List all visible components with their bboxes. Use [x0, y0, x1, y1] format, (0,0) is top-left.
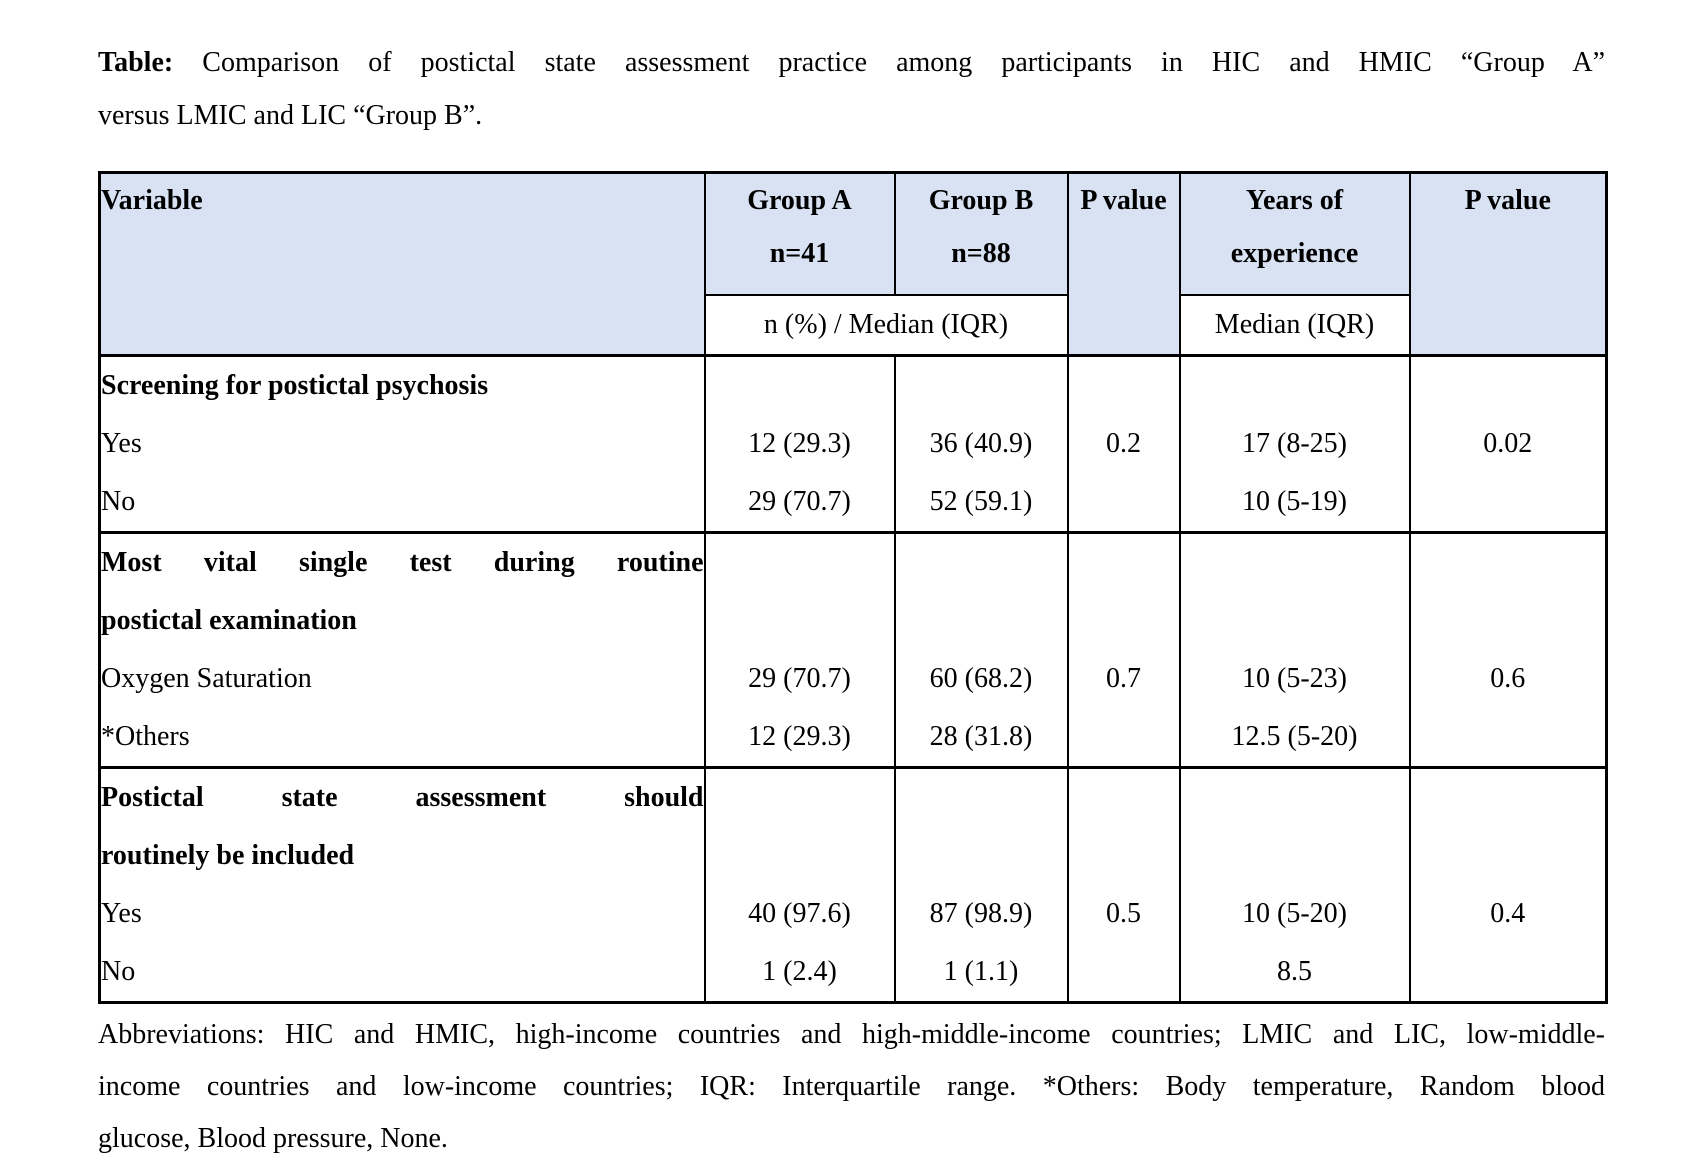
column-header-p-value: P value [1066, 172, 1181, 356]
caption-line-1: Table: Comparison of postictal state ass… [98, 36, 1605, 89]
group-b-label: Group B [928, 185, 1034, 216]
group-a-n: n=41 [769, 238, 830, 269]
cell-p-value: 0.2 [1066, 415, 1181, 473]
cell-group-a: 29 (70.7) [703, 473, 896, 533]
section-label-line: Screening for postictal psychosis [101, 370, 489, 401]
column-header-years: Years of experience [1178, 172, 1411, 295]
table-row: Yes 12 (29.3) 36 (40.9) 0.2 17 (8-25) 0.02 [98, 415, 1608, 473]
column-header-group-b: Group B n=88 [893, 172, 1069, 295]
table-row: *Others 12 (29.3) 28 (31.8) 12.5 (5-20) [98, 708, 1608, 768]
section-label: Screening for postictal psychosis [98, 354, 706, 415]
cell-p-value-2: 0.4 [1408, 885, 1608, 943]
cell-p-value-2 [1408, 354, 1608, 415]
cell-p-value-2: 0.6 [1408, 650, 1608, 708]
table-header-row-2: n (%) / Median (IQR) Median (IQR) [100, 294, 1607, 356]
caption-prefix: Table: [98, 47, 174, 78]
cell-group-b: 52 (59.1) [893, 473, 1069, 533]
cell-years [1178, 354, 1411, 415]
cell-p-value-2 [1408, 531, 1608, 650]
footnote: Abbreviations: HIC and HMIC, high-income… [98, 1009, 1605, 1161]
footnote-line-2: income countries and low-income countrie… [98, 1071, 1605, 1102]
column-header-variable: Variable [98, 172, 706, 356]
section-label-line: Postictal state assessment should [101, 782, 704, 813]
cell-p-value [1066, 473, 1181, 533]
section-label-row: Postictal state assessment should routine… [98, 766, 1608, 885]
cell-group-a: 1 (2.4) [703, 943, 896, 1003]
table-header-row-1: Variable Group A n=41 Group B n=88 P val… [98, 172, 1608, 356]
cell-years [1178, 766, 1411, 885]
footnote-line-3: glucose, Blood pressure, None. [98, 1123, 448, 1154]
cell-variable: No [98, 473, 706, 533]
cell-group-a: 29 (70.7) [703, 650, 896, 708]
section-label-row: Most vital single test during routine pos… [98, 531, 1608, 650]
cell-group-a: 40 (97.6) [703, 885, 896, 943]
section-label-line: routinely be included [101, 840, 355, 871]
cell-p-value [1066, 354, 1181, 415]
cell-variable: No [98, 943, 706, 1003]
table-row: Oxygen Saturation 29 (70.7) 60 (68.2) 0.7 10… [98, 650, 1608, 708]
cell-p-value [1066, 766, 1181, 885]
cell-p-value-2 [1408, 943, 1608, 1003]
cell-group-a [703, 766, 896, 885]
cell-p-value [1066, 531, 1181, 650]
cell-p-value: 0.7 [1066, 650, 1181, 708]
cell-years: 17 (8-25) [1178, 415, 1411, 473]
cell-group-b: 87 (98.9) [893, 885, 1069, 943]
years-label-line-2: experience [1230, 238, 1359, 269]
group-b-n: n=88 [951, 238, 1011, 269]
cell-group-b [893, 766, 1069, 885]
cell-group-b: 36 (40.9) [893, 415, 1069, 473]
cell-p-value-2 [1408, 708, 1608, 768]
years-label-line-1: Years of [1245, 185, 1344, 216]
cell-group-b: 60 (68.2) [893, 650, 1069, 708]
cell-years: 10 (5-19) [1178, 473, 1411, 533]
cell-group-a [703, 354, 896, 415]
cell-p-value: 0.5 [1066, 885, 1181, 943]
cell-p-value-2 [1408, 473, 1608, 533]
cell-group-a: 12 (29.3) [703, 708, 896, 768]
cell-p-value-2: 0.02 [1408, 415, 1608, 473]
cell-variable: *Others [98, 708, 706, 768]
caption-line-1-text: Comparison of postictal state assessment… [202, 47, 1606, 78]
footnote-line-1: Abbreviations: HIC and HMIC, high-income… [98, 1019, 1605, 1050]
section-label-row: Screening for postictal psychosis [98, 354, 1608, 415]
cell-years: 12.5 (5-20) [1178, 708, 1411, 768]
cell-p-value [1066, 708, 1181, 768]
cell-variable: Yes [98, 885, 706, 943]
cell-group-a [703, 531, 896, 650]
cell-p-value-2 [1408, 766, 1608, 885]
cell-group-b: 28 (31.8) [893, 708, 1069, 768]
cell-variable: Yes [98, 415, 706, 473]
section-label: Postictal state assessment should routine… [98, 766, 706, 885]
cell-years: 10 (5-20) [1178, 885, 1411, 943]
group-a-label: Group A [747, 185, 852, 216]
table-row: Yes 40 (97.6) 87 (98.9) 0.5 10 (5-20) 0.4 [98, 885, 1608, 943]
section-label: Most vital single test during routine pos… [98, 531, 706, 650]
table-body: Screening for postictal psychosis Yes 12 (… [98, 354, 1608, 1003]
subheader-groups: n (%) / Median (IQR) [703, 294, 1069, 356]
cell-group-a: 12 (29.3) [703, 415, 896, 473]
table-caption: Table: Comparison of postictal state ass… [98, 36, 1605, 142]
cell-years [1178, 531, 1411, 650]
column-header-group-a: Group A n=41 [703, 172, 896, 295]
cell-group-b [893, 531, 1069, 650]
table-row: No 1 (2.4) 1 (1.1) 8.5 [98, 943, 1608, 1003]
section-label-line: postictal examination [101, 605, 357, 636]
cell-p-value [1066, 943, 1181, 1003]
column-header-p-value-2: P value [1408, 172, 1608, 356]
cell-group-b: 1 (1.1) [893, 943, 1069, 1003]
comparison-table: Variable Group A n=41 Group B n=88 P val… [98, 171, 1608, 1004]
cell-group-b [893, 354, 1069, 415]
subheader-years: Median (IQR) [1178, 294, 1411, 356]
caption-line-2: versus LMIC and LIC “Group B”. [98, 100, 483, 131]
section-label-line: Most vital single test during routine [101, 547, 704, 578]
table-row: No 29 (70.7) 52 (59.1) 10 (5-19) [98, 473, 1608, 533]
cell-years: 8.5 [1178, 943, 1411, 1003]
cell-years: 10 (5-23) [1178, 650, 1411, 708]
cell-variable: Oxygen Saturation [98, 650, 706, 708]
